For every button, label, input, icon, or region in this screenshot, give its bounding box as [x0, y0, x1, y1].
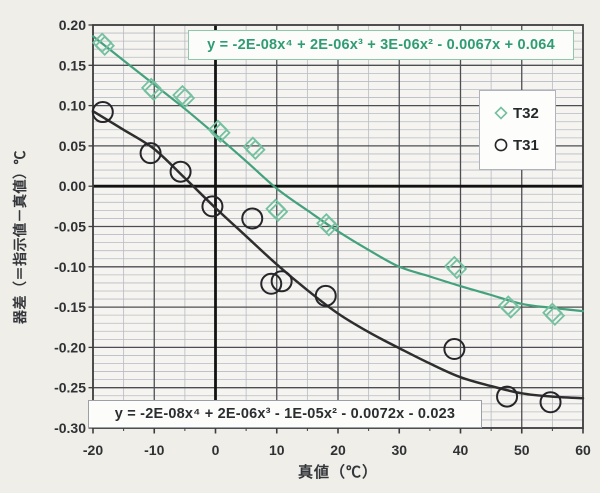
- t32-point: [207, 119, 229, 141]
- t32-point: [498, 295, 519, 316]
- t31-point: [314, 284, 337, 307]
- t32-point: [316, 213, 337, 234]
- t31-point: [201, 195, 224, 218]
- legend-label-t31: T31: [513, 136, 539, 154]
- t31-equation-text: y = -2E-08x⁴ + 2E-06x³ - 1E-05x² - 0.007…: [114, 406, 456, 422]
- t32-point: [444, 255, 465, 277]
- t31-point: [496, 385, 519, 408]
- t32-point: [542, 302, 563, 324]
- x-tick-label: -20: [83, 442, 103, 458]
- y-axis-title: 器差（＝指示値－真値）℃: [12, 150, 28, 324]
- t32-trendline-equation: y = -2E-08x⁴ + 2E-06x³ + 3E-06x² - 0.006…: [188, 30, 574, 60]
- x-tick-label: 30: [391, 442, 407, 458]
- y-tick-label: -0.05: [54, 219, 86, 235]
- y-tick-label: 0.00: [59, 178, 86, 194]
- t32-equation-text: y = -2E-08x⁴ + 2E-06x³ + 3E-06x² - 0.006…: [207, 37, 555, 53]
- diamond-icon: [494, 106, 508, 120]
- y-tick-label: -0.15: [54, 299, 86, 315]
- t31-point: [139, 142, 162, 165]
- x-tick-label: 10: [269, 442, 285, 458]
- y-tick-label: 0.10: [59, 98, 86, 114]
- x-tick-label: 50: [514, 442, 530, 458]
- legend-item-t31: T31: [494, 137, 555, 154]
- t32-point: [265, 198, 286, 220]
- y-tick-label: -0.30: [54, 420, 86, 436]
- t32-point: [91, 32, 113, 54]
- x-tick-label: 20: [330, 442, 346, 458]
- t31-point: [260, 272, 283, 295]
- t32-point: [242, 136, 264, 157]
- t31-point: [91, 101, 114, 124]
- circle-icon: [494, 138, 508, 152]
- x-tick-label: -10: [144, 442, 164, 458]
- y-tick-label: 0.15: [59, 57, 86, 73]
- y-tick-label: -0.10: [54, 259, 86, 275]
- t31-point: [169, 160, 192, 183]
- legend: T32 T31: [479, 90, 556, 170]
- x-axis-title: 真値（℃）: [297, 464, 378, 481]
- y-tick-label: 0.05: [59, 138, 86, 154]
- t31-trendline-equation: y = -2E-08x⁴ + 2E-06x³ - 1E-05x² - 0.007…: [88, 400, 482, 428]
- t31-point: [539, 391, 562, 414]
- t32-point: [172, 84, 193, 106]
- t31-point: [443, 338, 466, 361]
- legend-label-t32: T32: [513, 104, 539, 122]
- legend-item-t32: T32: [494, 105, 555, 122]
- y-tick-label: -0.20: [54, 339, 86, 355]
- t32-trend-curve: [91, 35, 585, 313]
- y-tick-label: -0.25: [54, 380, 86, 396]
- x-tick-label: 60: [575, 442, 591, 458]
- t31-point: [241, 207, 264, 230]
- t32-point: [140, 77, 162, 99]
- x-tick-label: 40: [453, 442, 469, 458]
- x-tick-label: 0: [212, 442, 220, 458]
- y-tick-label: 0.20: [59, 17, 86, 33]
- t31-point: [270, 270, 293, 293]
